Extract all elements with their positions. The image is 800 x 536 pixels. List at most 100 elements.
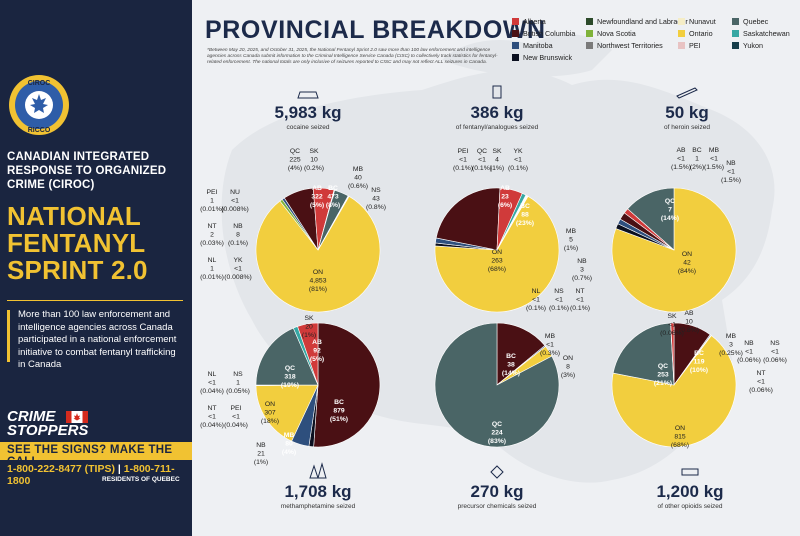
slice-label-nb: NB 21 (1%) <box>254 442 268 466</box>
slice-label-mb: MB 5 (1%) <box>564 228 578 252</box>
slice-label-bc: BC 1 (2%) <box>690 147 704 171</box>
slice-label-nl: NL 1 (0.01%) <box>200 257 224 281</box>
legend-label: Saskatchewan <box>743 29 790 38</box>
slice-label-nt: NT <1 (0.04%) <box>200 405 224 429</box>
legend-label: Yukon <box>743 41 763 50</box>
slice-label-on: ON 307 (18%) <box>261 401 279 425</box>
pie-slice-yk <box>317 195 350 251</box>
slice-label-nt: NT <1 (0.1%) <box>570 288 590 312</box>
slice-label-nb: NB <1 (0.06%) <box>737 340 761 364</box>
slice-label-ns: NS <1 (0.06%) <box>763 340 787 364</box>
pie-slice-bc <box>313 322 381 448</box>
slice-label-pei: PEI <1 (0.1%) <box>453 148 473 172</box>
crystal-icon <box>309 462 327 479</box>
legend-label: New Brunswick <box>523 53 573 62</box>
slice-label-nb: NB 8 (0.1%) <box>228 223 248 247</box>
slice-label-mb: MB 80 (4%) <box>282 432 296 456</box>
crime-stoppers-line2: STOPPERS <box>7 422 89 439</box>
legend-item-quebec: Quebec <box>732 17 768 26</box>
slice-label-ab: AB 92 (5%) <box>310 339 324 363</box>
pie-chart-2: ON 263 (68%) NB 3 (0.7%) MB 5 (1%) BC 88 (23%) AB 23(… <box>434 103 592 313</box>
pie-chart-1: ON 4,853 (81%) NS 43 (0.8%)MB 40 (0.6%) BC 473 (8%… <box>200 103 386 313</box>
legend-item-newfoundland-and-labrador: Newfoundland and Labrador <box>586 17 688 26</box>
cocaine-brick-icon <box>297 91 319 99</box>
footnote: *Between May 20, 2025, and October 31, 2… <box>207 48 498 65</box>
pie-chart-6: BC 119 (10%) MB 3 (0.25%)NB <1 (0.06%)NS <1 (0.06… <box>611 310 787 510</box>
slice-label-qc: QC 7 (14%) <box>661 198 679 222</box>
phone-quebec-link[interactable]: 1-800-711-1800 <box>7 463 175 487</box>
crime-stoppers-line1: CRIME <box>7 408 56 425</box>
pie-slice-qc <box>627 187 675 251</box>
legend-swatch <box>732 30 739 37</box>
legend-item-nunavut: Nunavut <box>678 17 716 26</box>
legend-swatch <box>512 30 519 37</box>
description-accent <box>7 310 10 362</box>
legend-swatch <box>678 42 685 49</box>
slice-label-qc: QC 253 (21%) <box>654 363 672 387</box>
pie-chart-3: ON 42 (84%) NB <1 (1.5%)MB <1 (1.5%)BC 1 (2%)AB <1… <box>611 103 741 313</box>
legend-label: Ontario <box>689 29 713 38</box>
slice-label-yk: YK <1 (0.1%) <box>508 148 528 172</box>
pie-slice-on <box>255 195 381 313</box>
chart-subtitle: precursor chemicals seized <box>458 503 537 510</box>
pie-chart-5: BC 38 (14%) MB <1 (0.3%)ON 8 (3%) QC 224 (83%) 270 … <box>434 322 575 510</box>
pie-chart-4: BC 879 (51%) NB 21 (1%) MB 80 (4%)ON 307 (18%) PEI <… <box>200 315 381 510</box>
slice-label-pei: PEI 1 (0.01%) <box>200 189 224 213</box>
slice-label-bc: BC 119 (10%) <box>690 350 708 374</box>
capsule-icon <box>681 468 699 476</box>
slice-label-bc: BC 879 (51%) <box>330 399 348 423</box>
residents-note: RESIDENTS OF QUEBEC <box>102 476 180 483</box>
legend-swatch <box>678 18 685 25</box>
chart-total: 270 kg <box>471 482 524 501</box>
slice-label-qc: QC <1 (0.1%) <box>472 148 492 172</box>
legend-item-saskatchewan: Saskatchewan <box>732 29 790 38</box>
slice-label-yk: YK <1 (0.008%) <box>224 257 252 281</box>
legend-item-ontario: Ontario <box>678 29 713 38</box>
slice-label-qc: QC 225 (4%) <box>288 148 302 172</box>
legend-swatch <box>586 18 593 25</box>
legend-swatch <box>512 42 519 49</box>
page-title: PROVINCIAL BREAKDOWN <box>205 16 546 44</box>
divider <box>7 300 183 301</box>
slice-label-on: ON 8 (3%) <box>561 355 575 379</box>
pie-slice-bc <box>496 322 546 386</box>
slice-label-qc: QC 318 (19%) <box>281 365 299 389</box>
pie-slice-qc <box>434 322 560 448</box>
slice-label-mb: MB <1 (0.3%) <box>540 333 560 357</box>
phone-tips-link[interactable]: 1-800-222-8477 (TIPS) <box>7 463 115 475</box>
slogan: SEE THE SIGNS? MAKE THE CALL. <box>7 444 173 468</box>
slice-label-mb: MB 3 (0.25%) <box>719 333 743 357</box>
slice-label-ns: NS 1 (0.05%) <box>226 371 250 395</box>
chart-subtitle: of heroin seized <box>664 124 710 131</box>
slice-label-nt: NT <1 (0.06%) <box>749 370 773 394</box>
phone-separator: | <box>117 463 121 475</box>
slice-label-sk: SK 20 (1%) <box>302 315 316 339</box>
phone-numbers: 1-800-222-8477 (TIPS) | 1-800-711-1800 <box>7 463 192 487</box>
slice-label-on: ON 263 (68%) <box>488 249 506 273</box>
ciroc-logo-icon: CIROC RICCO <box>9 75 69 135</box>
slice-label-nl: NL <1 (0.1%) <box>526 288 546 312</box>
pie-slice-on <box>434 195 560 313</box>
pie-slice-ab <box>670 322 675 386</box>
sidebar: CIROC RICCO CANADIAN INTEGRATED RESPONSE… <box>0 0 192 536</box>
chart-subtitle: of other opioids seized <box>657 503 722 510</box>
legend: Alberta British Columbia Manitoba New Bruns… <box>512 17 796 67</box>
legend-item-pei: PEI <box>678 41 701 50</box>
chart-subtitle: of fentanyl/analogues seized <box>456 124 539 131</box>
legend-label: Nova Scotia <box>597 29 636 38</box>
chart-subtitle: cocaine seized <box>287 124 330 131</box>
legend-item-british-columbia: British Columbia <box>512 29 575 38</box>
slice-label-sk: SK 4 (1%) <box>490 148 504 172</box>
syringe-icon <box>676 87 698 99</box>
pie-slice-ab <box>297 322 319 386</box>
pill-bottle-icon <box>492 85 502 99</box>
chart-total: 5,983 kg <box>274 103 341 122</box>
slice-label-nt: NT 2 (0.03%) <box>200 223 224 247</box>
legend-item-new-brunswick: New Brunswick <box>512 53 572 62</box>
legend-label: Newfoundland and Labrador <box>597 17 688 26</box>
slice-label-bc: BC 38 (14%) <box>502 353 520 377</box>
chart-subtitle: methamphetamine seized <box>281 503 356 510</box>
slice-label-nb: NB 3 (0.7%) <box>572 258 592 282</box>
slice-label-ab: AB <1 (1.5%) <box>671 147 691 171</box>
